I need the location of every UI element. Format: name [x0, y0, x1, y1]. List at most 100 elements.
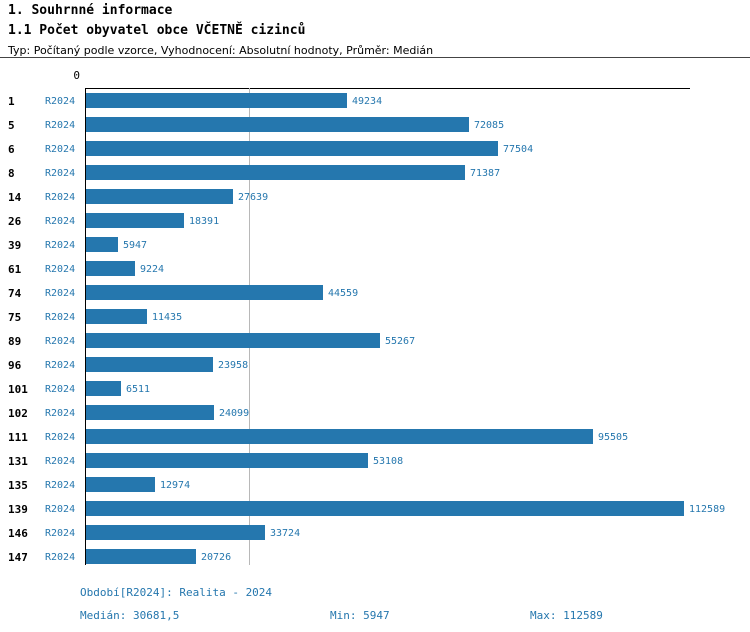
row-category-label: 14 [8, 191, 22, 204]
bar-value-label: 55267 [385, 336, 416, 347]
row-series-label: R2024 [45, 384, 76, 395]
bar[interactable] [86, 213, 184, 228]
row-series-label: R2024 [45, 480, 76, 491]
chart-meta-line: Typ: Počítaný podle vzorce, Vyhodnocení:… [8, 44, 434, 57]
chart-row: 39 R2024 5947 [0, 234, 750, 258]
bar-value-label: 95505 [598, 432, 629, 443]
bar[interactable] [86, 237, 118, 252]
row-category-label: 8 [8, 167, 15, 180]
bar[interactable] [86, 333, 380, 348]
bar-value-label: 23958 [218, 360, 249, 371]
row-series-label: R2024 [45, 552, 76, 563]
row-series-label: R2024 [45, 432, 76, 443]
row-category-label: 26 [8, 215, 22, 228]
header-divider [0, 57, 750, 58]
row-series-label: R2024 [45, 192, 76, 203]
chart-row: 5 R2024 72085 [0, 114, 750, 138]
row-category-label: 147 [8, 551, 28, 564]
row-category-label: 74 [8, 287, 22, 300]
row-category-label: 139 [8, 503, 28, 516]
bar[interactable] [86, 141, 498, 156]
x-axis-line [85, 88, 690, 89]
chart-row: 135 R2024 12974 [0, 474, 750, 498]
chart-row: 111 R2024 95505 [0, 426, 750, 450]
row-series-label: R2024 [45, 360, 76, 371]
bar[interactable] [86, 93, 347, 108]
row-series-label: R2024 [45, 144, 76, 155]
chart-row: 14 R2024 27639 [0, 186, 750, 210]
chart-row: 96 R2024 23958 [0, 354, 750, 378]
bar-value-label: 72085 [474, 120, 505, 131]
page-title: 1. Souhrnné informace [8, 3, 173, 18]
y-axis-line [85, 88, 86, 565]
row-series-label: R2024 [45, 120, 76, 131]
bar[interactable] [86, 501, 684, 516]
row-series-label: R2024 [45, 264, 76, 275]
x-axis-zero-label: 0 [73, 69, 80, 82]
row-category-label: 101 [8, 383, 28, 396]
footer-period-label: Období[R2024]: Realita - 2024 [80, 586, 273, 599]
bar-value-label: 71387 [470, 168, 501, 179]
bar[interactable] [86, 453, 368, 468]
chart-row: 139 R2024 112589 [0, 498, 750, 522]
chart-row: 1 R2024 49234 [0, 90, 750, 114]
row-category-label: 1 [8, 95, 15, 108]
bar[interactable] [86, 261, 135, 276]
bar-value-label: 5947 [123, 240, 148, 251]
row-category-label: 89 [8, 335, 22, 348]
bar-value-label: 18391 [189, 216, 220, 227]
bar[interactable] [86, 189, 233, 204]
bar-value-label: 49234 [352, 96, 383, 107]
bar[interactable] [86, 549, 196, 564]
bar[interactable] [86, 117, 469, 132]
chart-row: 101 R2024 6511 [0, 378, 750, 402]
row-series-label: R2024 [45, 288, 76, 299]
bar-value-label: 11435 [152, 312, 183, 323]
bar[interactable] [86, 477, 155, 492]
row-category-label: 146 [8, 527, 28, 540]
footer-median-label: Medián: 30681,5 [80, 609, 180, 622]
bar[interactable] [86, 405, 214, 420]
row-category-label: 96 [8, 359, 22, 372]
row-series-label: R2024 [45, 504, 76, 515]
bar[interactable] [86, 165, 465, 180]
chart-row: 131 R2024 53108 [0, 450, 750, 474]
chart-row: 102 R2024 24099 [0, 402, 750, 426]
chart-row: 26 R2024 18391 [0, 210, 750, 234]
row-series-label: R2024 [45, 96, 76, 107]
row-category-label: 131 [8, 455, 28, 468]
chart-row: 75 R2024 11435 [0, 306, 750, 330]
footer-max-label: Max: 112589 [530, 609, 603, 622]
footer-min-label: Min: 5947 [330, 609, 390, 622]
bar[interactable] [86, 429, 593, 444]
chart-row: 61 R2024 9224 [0, 258, 750, 282]
row-category-label: 135 [8, 479, 28, 492]
bar[interactable] [86, 309, 147, 324]
bar-value-label: 6511 [126, 384, 151, 395]
chart-row: 147 R2024 20726 [0, 546, 750, 570]
row-series-label: R2024 [45, 408, 76, 419]
median-gridline [248, 88, 250, 565]
bar-value-label: 24099 [219, 408, 250, 419]
row-category-label: 111 [8, 431, 28, 444]
bar[interactable] [86, 525, 265, 540]
row-series-label: R2024 [45, 312, 76, 323]
chart-row: 8 R2024 71387 [0, 162, 750, 186]
bar-value-label: 112589 [689, 504, 726, 515]
row-series-label: R2024 [45, 528, 76, 539]
row-series-label: R2024 [45, 216, 76, 227]
bar[interactable] [86, 285, 323, 300]
chart-row: 146 R2024 33724 [0, 522, 750, 546]
bar-value-label: 12974 [160, 480, 191, 491]
row-category-label: 75 [8, 311, 22, 324]
bar-value-label: 20726 [201, 552, 232, 563]
chart-row: 6 R2024 77504 [0, 138, 750, 162]
row-series-label: R2024 [45, 456, 76, 467]
bar[interactable] [86, 381, 121, 396]
bar-value-label: 44559 [328, 288, 359, 299]
bar-chart: 1 R2024 49234 5 R2024 72085 6 R2024 7750… [0, 90, 750, 570]
bar[interactable] [86, 357, 213, 372]
row-series-label: R2024 [45, 240, 76, 251]
row-category-label: 61 [8, 263, 22, 276]
